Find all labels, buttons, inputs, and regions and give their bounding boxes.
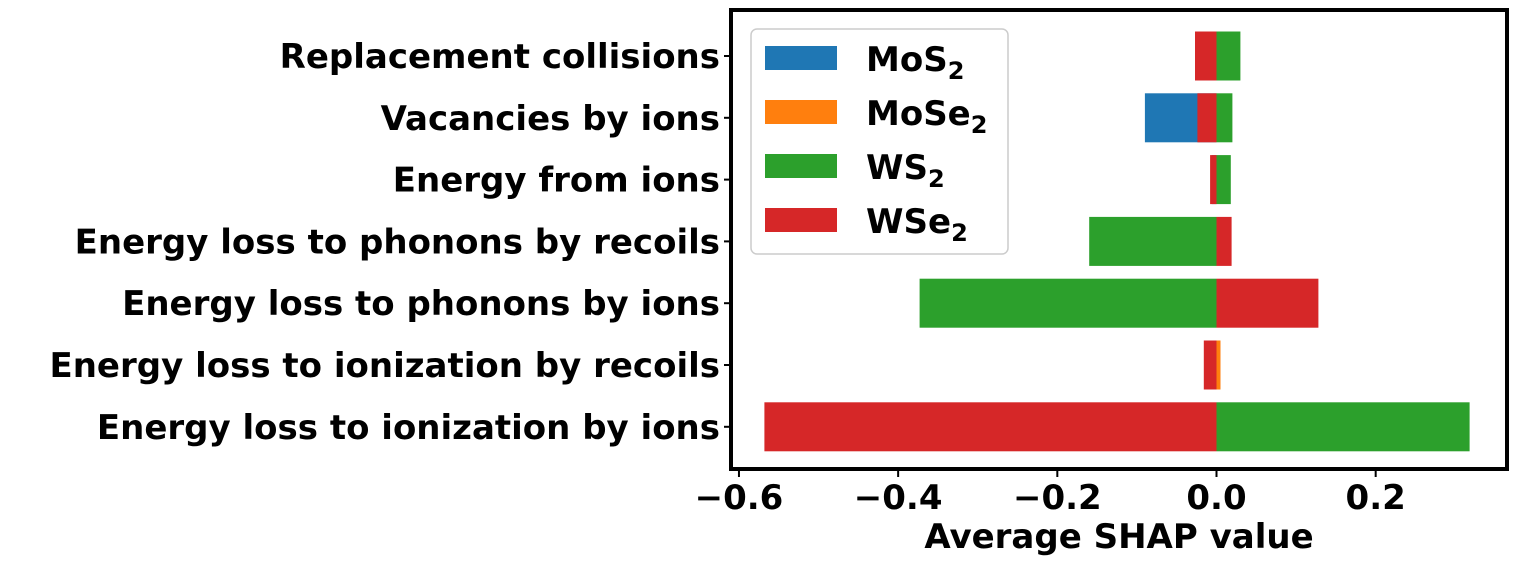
x-axis: −0.6 −0.4 −0.2 0.0 0.2	[695, 469, 1406, 518]
legend-label-mose2: MoSe2	[866, 94, 987, 139]
y-axis: Replacement collisions Vacancies by ions E…	[49, 37, 731, 448]
bar-ws2-3	[1089, 216, 1217, 266]
legend-swatch-mos2	[765, 46, 837, 70]
legend: MoS2 MoSe2 WS2 WSe2	[750, 28, 1009, 255]
bar-wse2-6	[764, 402, 1217, 452]
x-tick-label: 0.2	[1346, 478, 1406, 518]
y-tick-label: Energy loss to ionization by ions	[97, 408, 720, 448]
legend-label-ws2: WS2	[866, 148, 945, 193]
y-tick-label: Energy loss to phonons by ions	[122, 284, 720, 324]
bar-ws2-1	[1216, 93, 1233, 143]
y-tick-label: Energy loss to ionization by recoils	[49, 346, 720, 386]
x-tick-label: 0.0	[1186, 478, 1246, 518]
y-tick-label: Replacement collisions	[280, 37, 720, 77]
legend-label-mos2: MoS2	[866, 40, 964, 85]
x-tick-label: −0.6	[695, 478, 784, 518]
bar-wse2-2	[1210, 155, 1217, 205]
bar-wse2-1	[1197, 93, 1217, 143]
legend-frame	[750, 28, 1009, 255]
legend-swatch-ws2	[765, 154, 837, 178]
bar-wse2-0	[1195, 31, 1217, 81]
legend-swatch-wse2	[765, 208, 837, 232]
y-tick-label: Vacancies by ions	[381, 99, 720, 139]
legend-label-wse2: WSe2	[866, 202, 968, 247]
bar-mose2-5	[1216, 340, 1221, 390]
bar-wse2-3	[1216, 216, 1232, 266]
bar-ws2-4	[919, 278, 1217, 328]
y-tick-label: Energy from ions	[393, 161, 720, 201]
x-axis-label: Average SHAP value	[924, 517, 1313, 557]
legend-swatch-mose2	[765, 100, 837, 124]
bars-layer	[764, 31, 1470, 452]
x-tick-label: −0.4	[854, 478, 943, 518]
bar-ws2-0	[1216, 31, 1241, 81]
bar-wse2-5	[1203, 340, 1217, 390]
y-tick-label: Energy loss to phonons by recoils	[75, 222, 720, 262]
plot-frame	[729, 8, 1509, 471]
bar-ws2-6	[1216, 402, 1470, 452]
bar-wse2-4	[1216, 278, 1319, 328]
bar-ws2-2	[1216, 155, 1231, 205]
x-tick-label: −0.2	[1013, 478, 1102, 518]
